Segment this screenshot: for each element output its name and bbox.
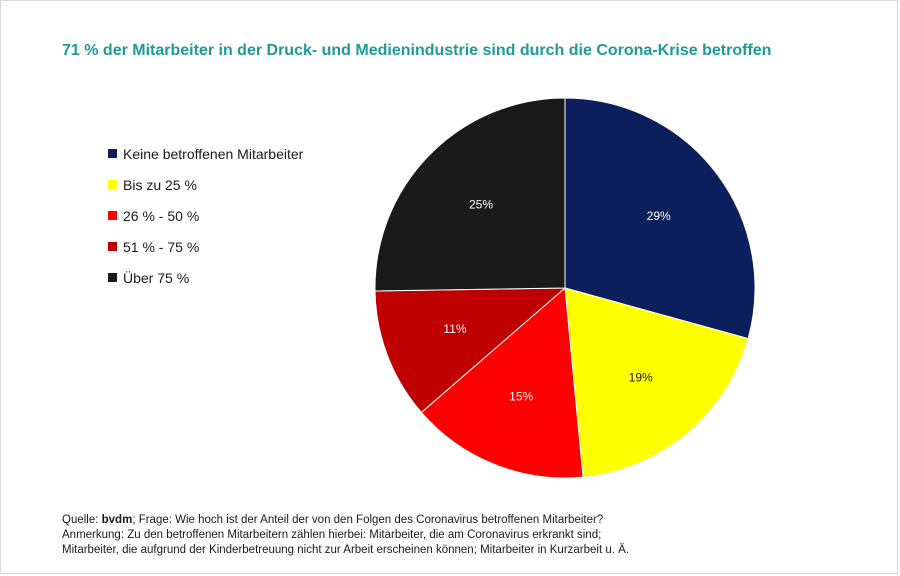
data-label-bis-25: 19%: [629, 370, 653, 384]
legend-item-51-75: 51 % - 75 %: [108, 231, 303, 262]
legend-label: 51 % - 75 %: [123, 238, 200, 255]
chart-title: 71 % der Mitarbeiter in der Druck- und M…: [62, 42, 772, 59]
legend-label: 26 % - 50 %: [123, 207, 200, 224]
legend-label: Keine betroffenen Mitarbeiter: [123, 145, 304, 162]
legend-item-bis-25: Bis zu 25 %: [108, 169, 303, 200]
data-label-keine: 29%: [647, 209, 671, 223]
data-label-51-75: 11%: [443, 322, 466, 336]
legend-item-26-50: 26 % - 50 %: [108, 200, 303, 231]
pie-slice-bis-25: [564, 287, 749, 478]
pie-slice-keine: [564, 97, 756, 340]
source-note: Quelle: bvdm; Frage: Wie hoch ist der An…: [62, 513, 629, 558]
annotation-line-1: Anmerkung: Zu den betroffenen Mitarbeite…: [62, 529, 602, 541]
legend-item-ueber-75: Über 75 %: [108, 262, 303, 293]
data-label-ueber-75: 25%: [469, 198, 493, 212]
legend-swatch: [108, 180, 117, 189]
legend-label: Bis zu 25 %: [123, 176, 197, 193]
pie-slice-ueber-75: [374, 97, 566, 292]
legend-item-keine: Keine betroffenen Mitarbeiter: [108, 138, 303, 169]
pie-slice-51-75: [374, 287, 567, 414]
source-line: Quelle: bvdm; Frage: Wie hoch ist der An…: [62, 514, 604, 526]
legend-label: Über 75 %: [123, 269, 190, 286]
source-name: bvdm: [101, 514, 133, 526]
legend-swatch: [108, 242, 117, 251]
pie-slice-26-50: [420, 286, 584, 479]
legend-swatch: [108, 273, 117, 282]
legend: Keine betroffenen Mitarbeiter Bis zu 25 …: [108, 138, 303, 293]
legend-swatch: [108, 149, 117, 158]
data-label-26-50: 15%: [509, 390, 533, 404]
legend-swatch: [108, 211, 117, 220]
annotation-line-2: Mitarbeiter, die aufgrund der Kinderbetr…: [62, 544, 630, 556]
